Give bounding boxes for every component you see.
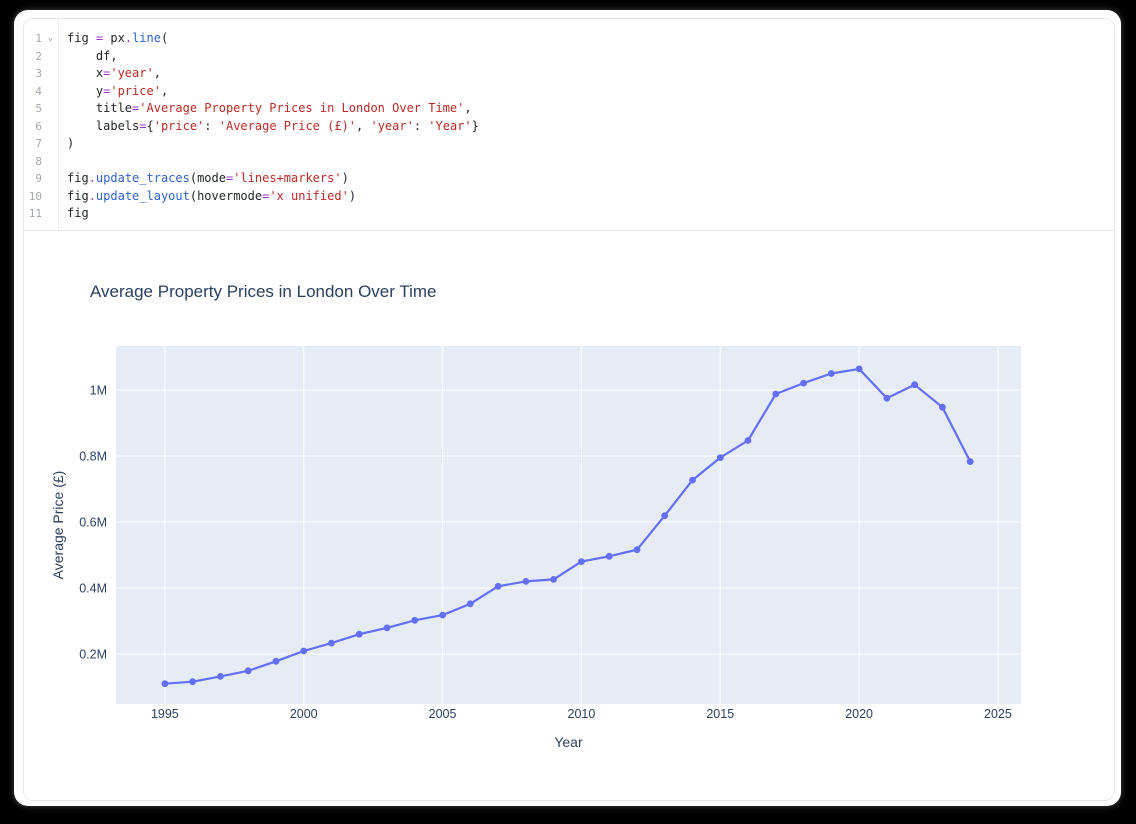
x-tick-label: 2000 <box>290 707 318 721</box>
line-gutter: 11 <box>24 205 58 223</box>
line-gutter: 10 <box>24 188 58 206</box>
code-text: df, <box>67 48 118 63</box>
y-tick-label: 0.4M <box>79 581 107 595</box>
y-axis-title: Average Price (£) <box>50 471 66 580</box>
data-point[interactable] <box>800 379 807 387</box>
code-text: title='Average Property Prices in London… <box>67 101 472 115</box>
data-point[interactable] <box>605 552 613 560</box>
data-point[interactable] <box>217 673 224 680</box>
code-line[interactable]: 6 labels={'price': 'Average Price (£)', … <box>24 118 1114 136</box>
data-point[interactable] <box>522 578 530 585</box>
line-number: 7 <box>35 137 42 150</box>
line-number: 8 <box>35 154 42 168</box>
data-point[interactable] <box>855 365 863 373</box>
line-number: 9 <box>35 172 42 185</box>
y-tick-label: 0.6M <box>79 515 107 529</box>
code-editor[interactable]: 1 ⌄ fig = px.line(2 df, 3 x='year', 4 y='pri… <box>24 19 1114 231</box>
y-tick-label: 1M <box>90 383 107 397</box>
chart-title: Average Property Prices in London Over T… <box>90 282 436 301</box>
code-line[interactable]: 2 df, <box>24 48 1114 66</box>
y-tick-label: 0.2M <box>79 648 107 662</box>
data-point[interactable] <box>633 546 641 554</box>
code-text: labels={'price': 'Average Price (£)', 'y… <box>67 118 479 133</box>
x-tick-label: 2010 <box>568 707 596 721</box>
data-point[interactable] <box>689 476 696 484</box>
line-number: 5 <box>35 102 42 115</box>
data-point[interactable] <box>189 678 197 686</box>
line-gutter: 4 <box>24 83 58 101</box>
x-tick-label: 2025 <box>984 707 1012 721</box>
data-point[interactable] <box>300 647 308 655</box>
code-line[interactable]: 3 x='year', <box>24 65 1114 83</box>
line-gutter: 7 <box>24 135 58 153</box>
notebook-cell: 1 ⌄ fig = px.line(2 df, 3 x='year', 4 y='pri… <box>23 18 1115 801</box>
code-line[interactable]: 9 fig.update_traces(mode='lines+markers') <box>24 170 1114 188</box>
line-gutter: 2 <box>24 48 58 66</box>
data-point[interactable] <box>272 657 280 665</box>
code-line[interactable]: 7) <box>24 135 1114 153</box>
code-text: x='year', <box>67 66 161 80</box>
data-point[interactable] <box>550 576 557 583</box>
notebook-card: 1 ⌄ fig = px.line(2 df, 3 x='year', 4 y='pri… <box>14 10 1121 806</box>
code-line[interactable]: 8 <box>24 153 1114 171</box>
data-point[interactable] <box>578 558 585 565</box>
data-point[interactable] <box>439 611 446 619</box>
line-gutter: 6 <box>24 118 58 136</box>
x-tick-label: 2005 <box>429 707 457 721</box>
x-tick-label: 2020 <box>845 707 873 721</box>
line-number: 4 <box>35 84 42 98</box>
data-point[interactable] <box>328 639 335 647</box>
line-number: 6 <box>35 119 42 133</box>
fold-chevron-icon[interactable]: ⌄ <box>47 33 54 43</box>
plotly-chart[interactable]: 1995 2000 2005 2010 2015 2020 2025 0.2M 0.4M 0.6M… <box>24 231 1114 791</box>
code-line[interactable]: 1 ⌄ fig = px.line( <box>24 30 1114 48</box>
data-point[interactable] <box>772 390 780 398</box>
gutter-separator <box>58 19 59 230</box>
data-point[interactable] <box>244 667 252 675</box>
code-lines: 1 ⌄ fig = px.line(2 df, 3 x='year', 4 y='pri… <box>24 30 1114 223</box>
code-line[interactable]: 5 title='Average Property Prices in Lond… <box>24 100 1114 118</box>
data-point[interactable] <box>883 394 891 402</box>
data-point[interactable] <box>466 600 474 608</box>
code-text <box>58 153 67 171</box>
line-gutter: 8 <box>24 153 58 171</box>
price-line[interactable] <box>163 367 972 685</box>
line-gutter: 9 <box>24 170 58 188</box>
code-line[interactable]: 4 y='price', <box>24 83 1114 101</box>
cell-output: 1995 2000 2005 2010 2015 2020 2025 0.2M 0.4M 0.6M… <box>24 231 1114 800</box>
code-text: fig.update_layout(hovermode='x unified') <box>67 188 357 203</box>
data-point[interactable] <box>494 582 502 590</box>
line-gutter: 1 ⌄ <box>24 30 58 48</box>
line-number: 1 <box>35 32 42 45</box>
x-axis-title: Year <box>554 734 583 750</box>
y-tick-label: 0.8M <box>79 449 107 463</box>
x-tick-label: 2015 <box>706 707 734 721</box>
data-point[interactable] <box>355 630 363 638</box>
line-number: 11 <box>28 207 42 220</box>
x-tick-label: 1995 <box>151 707 179 721</box>
code-line[interactable]: 11 fig <box>24 205 1114 223</box>
line-number: 10 <box>28 189 42 203</box>
plot-area[interactable] <box>116 346 1021 704</box>
data-point[interactable] <box>661 512 669 520</box>
data-point[interactable] <box>939 403 946 411</box>
line-number: 2 <box>35 49 42 63</box>
data-point[interactable] <box>744 437 752 444</box>
code-text: fig = px.line( <box>67 31 169 45</box>
code-text: fig.update_traces(mode='lines+markers') <box>67 171 349 185</box>
data-point[interactable] <box>411 616 419 624</box>
code-text: y='price', <box>67 83 169 98</box>
line-gutter: 5 <box>24 100 58 118</box>
data-point[interactable] <box>911 381 918 389</box>
data-point[interactable] <box>716 454 724 461</box>
line-number: 3 <box>35 67 42 80</box>
code-text: fig <box>67 206 89 220</box>
code-text: ) <box>67 136 75 150</box>
data-point[interactable] <box>827 370 835 377</box>
data-point[interactable] <box>383 624 391 632</box>
code-line[interactable]: 10 fig.update_layout(hovermode='x unified… <box>24 188 1114 206</box>
line-gutter: 3 <box>24 65 58 83</box>
data-point[interactable] <box>966 458 974 465</box>
data-point[interactable] <box>161 680 169 688</box>
